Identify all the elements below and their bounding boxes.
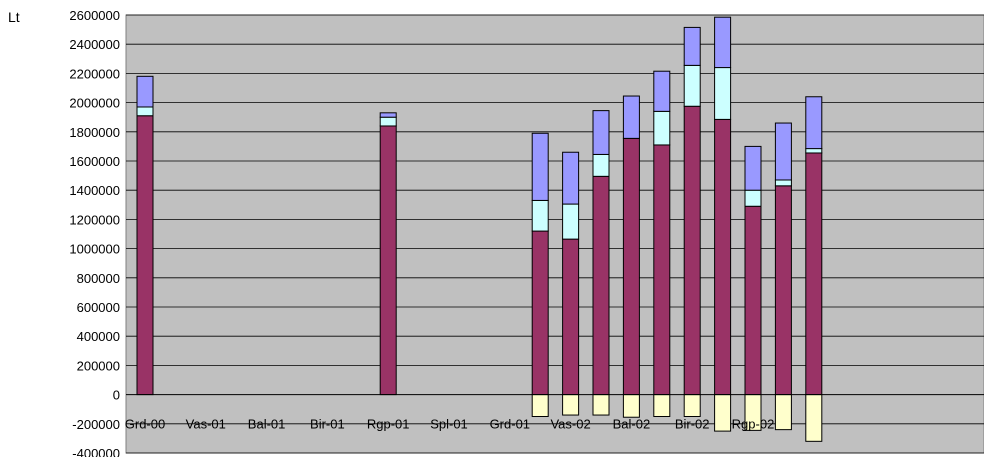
bar-segment-series3 <box>622 95 640 139</box>
x-axis-tick-labels: Grd-00 Vas-01 Bal-01 Bir-01 Rgp-01 Spl-01 Grd-… <box>125 417 775 432</box>
bar-segment-series2 <box>714 67 732 120</box>
y-axis-tick-labels: 2600000240000022000002000000180000016000… <box>69 8 120 457</box>
y-unit-label: Lt <box>8 9 20 25</box>
bar-segment-series4 <box>562 394 580 416</box>
bar-segment-series4 <box>653 394 671 418</box>
y-tick-label: -400000 <box>72 446 120 457</box>
plot-area <box>125 14 984 454</box>
y-tick-label: 1400000 <box>69 183 120 198</box>
x-tick-label: Bir-01 <box>310 417 345 432</box>
bar-segment-series2 <box>805 148 823 154</box>
bar-segment-series3 <box>774 122 792 181</box>
y-tick-label: 2400000 <box>69 37 120 52</box>
bar-segment-series4 <box>683 394 701 418</box>
bar-segment-series1 <box>622 137 640 396</box>
bar-segment-series2 <box>379 116 397 127</box>
bar-segment-series1 <box>562 238 580 396</box>
bar-stack <box>714 16 732 432</box>
x-tick-label: Rgp-01 <box>367 417 410 432</box>
x-tick-label: Rgp-02 <box>732 417 775 432</box>
y-tick-label: 0 <box>113 388 120 403</box>
bar-segment-series1 <box>379 125 397 396</box>
x-tick-label: Vas-02 <box>550 417 590 432</box>
y-tick-label: 800000 <box>77 271 120 286</box>
bar-segment-series4 <box>622 394 640 418</box>
bar-segment-series1 <box>592 175 610 396</box>
x-tick-label: Bir-02 <box>675 417 710 432</box>
bar-stack <box>774 122 792 431</box>
x-tick-label: Bal-02 <box>613 417 651 432</box>
bar-segment-series2 <box>744 189 762 207</box>
bar-segment-series2 <box>562 203 580 240</box>
bar-segment-series3 <box>683 26 701 66</box>
bar-segment-series3 <box>562 151 580 205</box>
y-tick-label: 1000000 <box>69 242 120 257</box>
bar-segment-series1 <box>714 118 732 396</box>
bar-segment-series4 <box>531 394 549 418</box>
x-tick-label: Grd-01 <box>490 417 530 432</box>
x-tick-label: Grd-00 <box>125 417 165 432</box>
y-tick-label: 1600000 <box>69 154 120 169</box>
bar-segment-series3 <box>531 132 549 201</box>
bar-segment-series3 <box>379 112 397 118</box>
bar-segment-series2 <box>136 106 154 117</box>
bar-segment-series2 <box>653 110 671 146</box>
bar-stack <box>653 70 671 418</box>
y-tick-label: 600000 <box>77 300 120 315</box>
bar-segment-series3 <box>653 70 671 112</box>
bar-segment-series3 <box>592 110 610 155</box>
bar-segment-series3 <box>805 96 823 150</box>
bar-stack <box>531 132 549 418</box>
bar-segment-series4 <box>714 394 732 432</box>
plot-background <box>125 14 984 454</box>
bar-segment-series2 <box>774 179 792 187</box>
bar-stack <box>805 96 823 442</box>
y-tick-label: 400000 <box>77 329 120 344</box>
y-tick-label: 2000000 <box>69 96 120 111</box>
bar-stack <box>744 145 762 431</box>
bar-segment-series3 <box>714 16 732 69</box>
bar-stack <box>562 151 580 416</box>
bar-segment-series4 <box>774 394 792 431</box>
bar-stack <box>136 75 154 396</box>
y-tick-label: -200000 <box>72 417 120 432</box>
bar-segment-series1 <box>683 105 701 396</box>
bar-segment-series2 <box>683 64 701 107</box>
bar-segment-series4 <box>592 394 610 416</box>
y-tick-label: 1200000 <box>69 212 120 227</box>
y-tick-label: 2600000 <box>69 8 120 23</box>
bar-stack <box>592 110 610 416</box>
y-tick-label: 2200000 <box>69 66 120 81</box>
bar-stack <box>683 26 701 418</box>
bar-stack <box>622 95 640 418</box>
bar-segment-series2 <box>592 153 610 177</box>
bar-segment-series1 <box>744 205 762 396</box>
bar-segment-series3 <box>744 145 762 191</box>
bar-segment-series1 <box>805 152 823 396</box>
x-tick-label: Vas-01 <box>186 417 226 432</box>
y-tick-label: 1800000 <box>69 125 120 140</box>
x-tick-label: Spl-01 <box>430 417 468 432</box>
bar-segment-series1 <box>531 230 549 396</box>
bar-segment-series4 <box>805 394 823 442</box>
bar-segment-series1 <box>136 115 154 396</box>
x-tick-label: Bal-01 <box>248 417 286 432</box>
bar-segment-series1 <box>653 144 671 396</box>
bar-segment-series1 <box>774 185 792 396</box>
bar-segment-series3 <box>136 75 154 108</box>
bar-segment-series2 <box>531 199 549 232</box>
bar-stack <box>379 112 397 396</box>
y-tick-label: 200000 <box>77 358 120 373</box>
